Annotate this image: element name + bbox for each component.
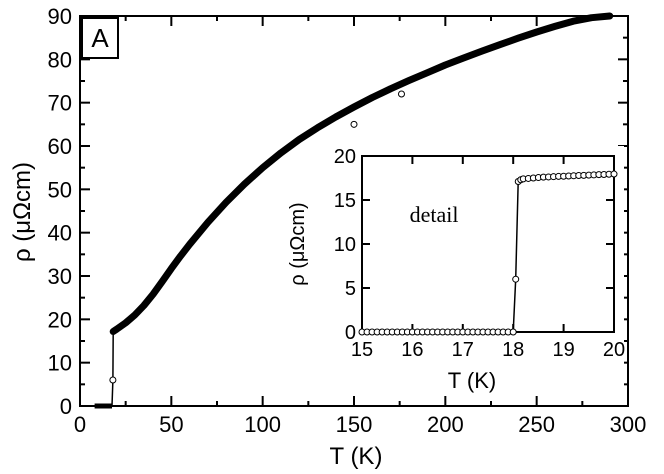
data-point <box>350 120 358 128</box>
x-tick-label: 19 <box>552 339 574 361</box>
x-tick-label: 0 <box>74 412 86 437</box>
data-point <box>512 275 520 283</box>
data-point <box>109 376 117 384</box>
x-axis-title: T (K) <box>330 443 383 470</box>
x-tick-label: 15 <box>351 339 373 361</box>
y-tick-label: 20 <box>48 307 72 332</box>
y-tick-label: 10 <box>334 234 356 256</box>
panel-label-box <box>81 17 119 59</box>
panel-label: A <box>91 23 109 53</box>
y-tick-label: 0 <box>60 394 72 419</box>
y-tick-label: 70 <box>48 91 72 116</box>
x-tick-label: 20 <box>603 339 625 361</box>
x-tick-label: 150 <box>336 412 373 437</box>
series-line-normal <box>109 12 614 335</box>
series-line-transition <box>94 331 114 407</box>
y-axis-title: ρ (μΩcm) <box>9 162 36 262</box>
inset-background <box>318 146 624 394</box>
x-tick-label: 200 <box>427 412 464 437</box>
data-point <box>610 170 618 178</box>
y-tick-label: 0 <box>345 322 356 344</box>
y-tick-label: 20 <box>334 146 356 168</box>
y-tick-label: 10 <box>48 351 72 376</box>
x-axis-title: T (K) <box>448 368 496 393</box>
x-tick-label: 17 <box>452 339 474 361</box>
x-tick-label: 16 <box>401 339 423 361</box>
x-tick-label: 18 <box>502 339 524 361</box>
y-tick-label: 40 <box>48 221 72 246</box>
data-point <box>397 90 405 98</box>
y-axis-title: ρ (μΩcm) <box>287 202 309 285</box>
y-tick-label: 30 <box>48 264 72 289</box>
inset-detail-plot: 15 16 17 18 19 20 0 5 10 15 20 T (K) ρ (μΩcm) detail <box>287 146 625 394</box>
inset-annotation: detail <box>410 202 459 227</box>
data-point <box>509 328 517 336</box>
x-tick-label: 100 <box>244 412 281 437</box>
y-tick-label: 5 <box>345 278 356 300</box>
y-tick-label: 15 <box>334 190 356 212</box>
y-tick-label: 60 <box>48 134 72 159</box>
x-tick-label: 300 <box>610 412 647 437</box>
y-tick-label: 50 <box>48 177 72 202</box>
x-tick-label: 250 <box>518 412 555 437</box>
y-tick-label: 80 <box>48 47 72 72</box>
x-tick-label: 50 <box>159 412 183 437</box>
y-tick-label: 90 <box>48 4 72 29</box>
